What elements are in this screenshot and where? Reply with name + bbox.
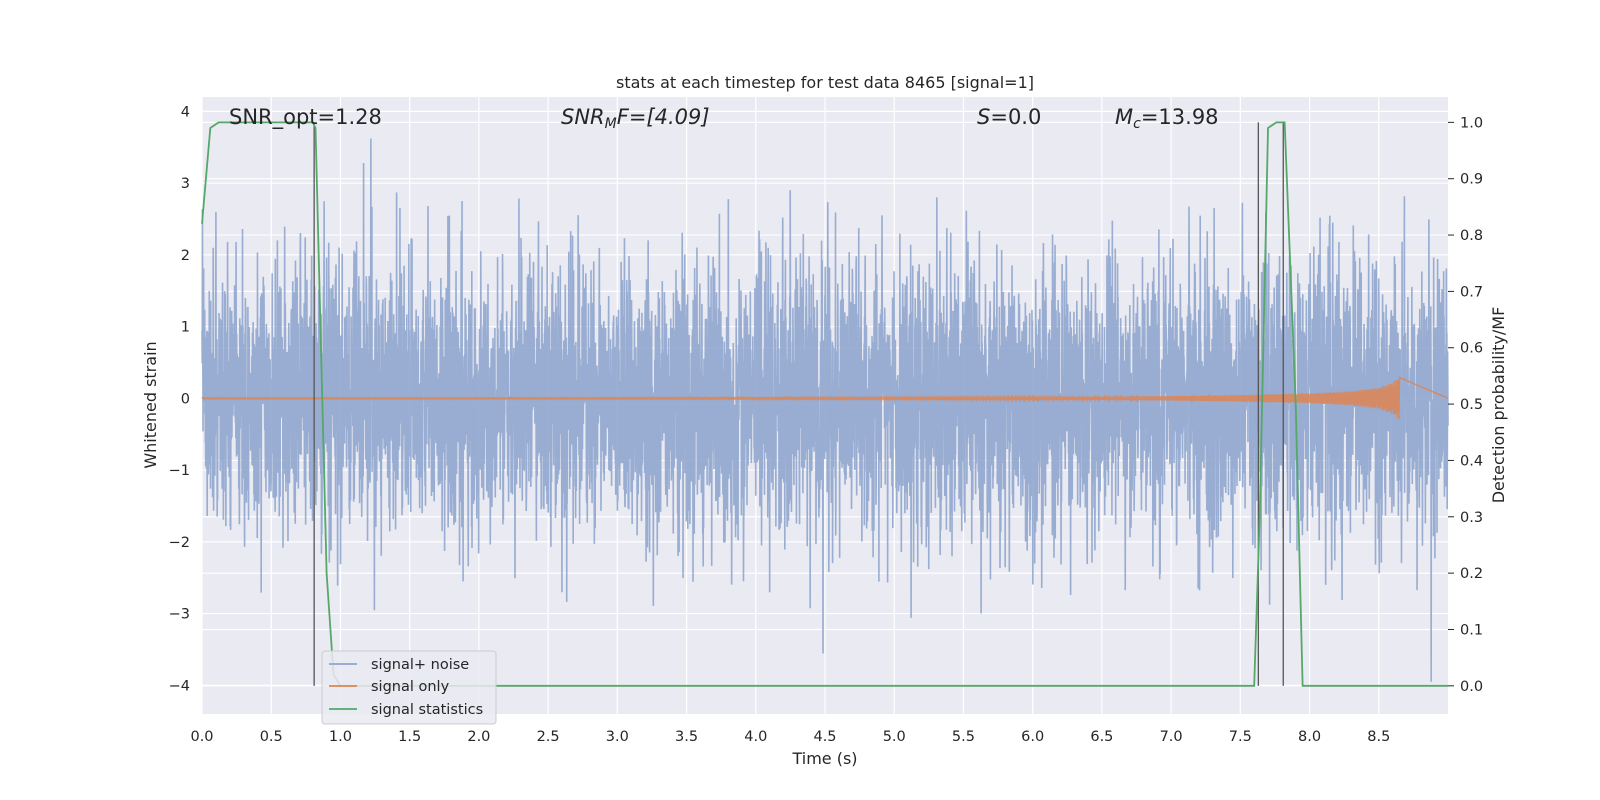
y-right-tick-label: 0.3	[1460, 510, 1483, 526]
y-left-tick-label: 3	[181, 176, 190, 192]
y-right-tick-label: 0.4	[1460, 453, 1483, 469]
tick-labels: 0.0 0.5 1.0 1.5 2.0 2.5 3.0 3.5 4.0 4.5 5.0 5.5 6.0 6…	[169, 104, 1483, 745]
legend: signal+ noise signal only signal statist…	[321, 650, 497, 725]
y-right-tick-label: 0.9	[1460, 172, 1483, 188]
y-axis-label-left: Whitened strain	[141, 341, 160, 468]
x-tick-label: 4.5	[813, 729, 836, 745]
x-tick-label: 8.0	[1298, 729, 1321, 745]
annotation-snr-opt: SNR_opt=1.28	[229, 105, 382, 130]
x-axis-label: Time (s)	[791, 749, 857, 768]
y-right-tick-label: 0.1	[1460, 622, 1483, 638]
legend-label-signal-only: signal only	[371, 679, 450, 695]
mc-rest: =13.98	[1141, 105, 1219, 129]
snr-mf-rest: F=[4.09]	[617, 105, 710, 129]
y-right-tick-label: 0.2	[1460, 566, 1483, 582]
mc-var: M	[1115, 105, 1133, 129]
y-right-tick-label: 0.0	[1460, 679, 1483, 695]
y-right-tick-label: 1.0	[1460, 115, 1483, 131]
series-signal-statistics	[201, 121, 1448, 687]
x-tick-label: 6.5	[1090, 729, 1113, 745]
y-left-tick-label: 0	[181, 391, 190, 407]
y-right-tick-label: 0.5	[1460, 397, 1483, 413]
x-tick-label: 1.0	[329, 729, 352, 745]
annotation-s: S=0.0	[977, 105, 1041, 129]
x-tick-label: 4.0	[744, 729, 767, 745]
legend-label-signal-plus-noise: signal+ noise	[371, 657, 469, 673]
snr-mf-base: SNR	[561, 105, 605, 129]
x-tick-label: 7.0	[1160, 729, 1183, 745]
x-tick-label: 8.5	[1367, 729, 1390, 745]
series-signal-only	[201, 376, 1449, 420]
y-left-tick-label: 4	[181, 104, 190, 120]
x-tick-label: 7.5	[1229, 729, 1252, 745]
x-tick-label: 3.5	[675, 729, 698, 745]
legend-box	[321, 650, 497, 725]
y-axis-label-right: Detection probability/MF	[1489, 307, 1508, 504]
x-tick-label: 5.5	[952, 729, 975, 745]
y-right-tick-label: 0.6	[1460, 341, 1483, 357]
y-left-tick-label: −1	[169, 463, 190, 479]
annotation-snr-mf: SNRMF=[4.09]	[561, 105, 710, 132]
x-tick-label: 5.0	[883, 729, 906, 745]
s-var: S	[977, 105, 990, 129]
y-left-tick-label: 2	[181, 248, 190, 264]
snr-mf-sub: M	[605, 116, 617, 132]
y-right-tick-label: 0.7	[1460, 284, 1483, 300]
x-tick-label: 2.5	[537, 729, 560, 745]
signal-only-line	[201, 376, 1449, 420]
y-left-tick-label: −4	[169, 678, 190, 694]
y-left-tick-label: −2	[169, 535, 190, 551]
y-left-tick-label: −3	[169, 607, 190, 623]
y-right-tick-label: 0.8	[1460, 228, 1483, 244]
chart-title: stats at each timestep for test data 846…	[616, 73, 1034, 92]
x-tick-label: 3.0	[606, 729, 629, 745]
vertical-markers	[313, 122, 1284, 686]
x-tick-label: 0.5	[260, 729, 283, 745]
legend-label-signal-statistics: signal statistics	[371, 702, 483, 718]
s-rest: =0.0	[990, 105, 1041, 129]
x-tick-label: 6.0	[1021, 729, 1044, 745]
signal-statistics-line	[201, 121, 1448, 687]
x-tick-label: 2.0	[467, 729, 490, 745]
x-tick-label: 0.0	[190, 729, 213, 745]
mc-sub: c	[1133, 116, 1141, 132]
annotation-mc: Mc=13.98	[1115, 105, 1219, 132]
y-left-tick-label: 1	[181, 320, 190, 336]
x-tick-label: 1.5	[398, 729, 421, 745]
